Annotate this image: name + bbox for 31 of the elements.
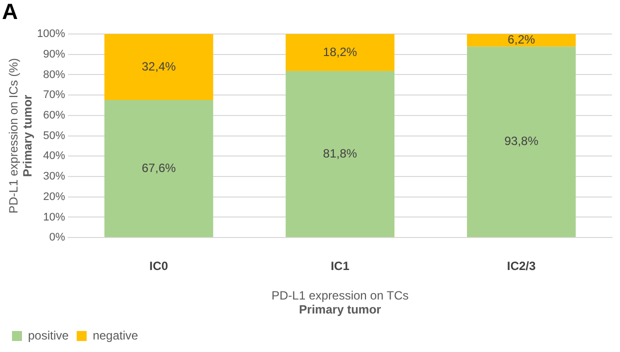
data-label: 18,2% — [323, 44, 358, 59]
y-tick-label: 50% — [43, 130, 66, 142]
bar — [466, 34, 576, 47]
x-axis-title: PD-L1 expression on TCs Primary tumor — [271, 288, 409, 316]
x-tick-label: IC2/3 — [507, 259, 536, 274]
data-label: 6,2% — [508, 32, 536, 47]
data-label: 81,8% — [323, 146, 358, 160]
y-tick-label: 30% — [43, 170, 66, 183]
y-tick-label: 0% — [49, 232, 66, 244]
y-tick-label: 60% — [43, 109, 66, 122]
y-tick-label: 90% — [43, 48, 66, 60]
chart-title: A — [2, 0, 18, 24]
y-tick-label: 80% — [43, 68, 66, 81]
legend-label: positive — [28, 328, 70, 342]
y-tick-label: 20% — [43, 190, 66, 203]
bar — [286, 71, 394, 238]
bar — [466, 46, 576, 238]
y-axis-title: PD-L1 expression on ICs (%) Primary tumor — [6, 58, 34, 214]
y-tick-label: 10% — [43, 211, 66, 224]
x-tick-label: IC1 — [330, 259, 350, 274]
legend-label: negative — [92, 328, 138, 342]
data-label: 32,4% — [142, 59, 176, 74]
data-label: 67,6% — [142, 160, 176, 175]
bar — [286, 34, 394, 72]
x-tick-label: IC0 — [149, 259, 168, 274]
y-tick-label: 40% — [43, 150, 66, 162]
bar — [104, 100, 214, 238]
bar — [104, 34, 214, 100]
data-label: 93,8% — [504, 134, 539, 148]
y-tick-label: 70% — [43, 89, 66, 102]
y-tick-label: 100% — [36, 28, 66, 40]
